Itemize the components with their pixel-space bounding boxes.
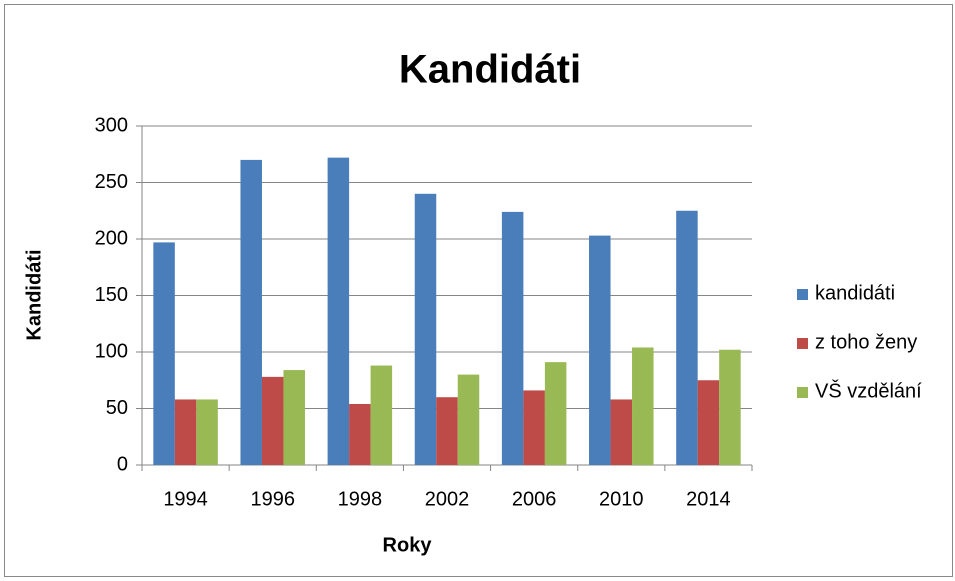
bar: [501, 211, 524, 465]
bar: [240, 159, 262, 465]
y-axis-label: Kandidáti: [23, 249, 45, 340]
bar: [589, 235, 611, 465]
bar: [457, 374, 480, 465]
bar: [261, 376, 284, 465]
bar: [196, 399, 218, 465]
y-tick-label: 0: [117, 453, 128, 475]
bar: [414, 193, 437, 466]
bar: [523, 390, 545, 465]
bar: [349, 403, 371, 465]
bar: [676, 210, 698, 465]
x-tick-label: 2010: [599, 488, 644, 510]
x-tick-label: 1998: [338, 488, 383, 510]
bar: [370, 365, 393, 465]
x-tick-label: 2014: [686, 488, 731, 510]
bar: [719, 349, 741, 465]
legend-label: z toho ženy: [815, 331, 917, 353]
legend-swatch: [797, 289, 808, 300]
bar: [697, 380, 720, 465]
legend-label: kandidáti: [815, 282, 895, 304]
x-tick-label: 1996: [250, 488, 295, 510]
x-axis-label: Roky: [383, 534, 433, 556]
legend-swatch: [797, 387, 808, 398]
y-tick-label: 50: [106, 397, 128, 419]
bar: [174, 399, 197, 465]
y-tick-label: 200: [95, 227, 128, 249]
bar: [436, 397, 458, 465]
bar: [610, 399, 633, 465]
chart-title: Kandidáti: [399, 48, 581, 92]
y-tick-label: 250: [95, 171, 128, 193]
bar: [632, 347, 654, 465]
x-tick-label: 2002: [425, 488, 470, 510]
y-tick-label: 150: [95, 284, 128, 306]
legend-swatch: [797, 338, 808, 349]
y-tick-label: 300: [95, 114, 128, 136]
bar: [153, 242, 175, 465]
legend-label: VŠ vzdělání: [815, 379, 922, 402]
x-tick-label: 1994: [163, 488, 208, 510]
bar: [283, 370, 305, 465]
bar: [544, 362, 567, 465]
x-tick-label: 2006: [512, 488, 557, 510]
bar: [327, 157, 350, 465]
y-tick-label: 100: [95, 340, 128, 362]
